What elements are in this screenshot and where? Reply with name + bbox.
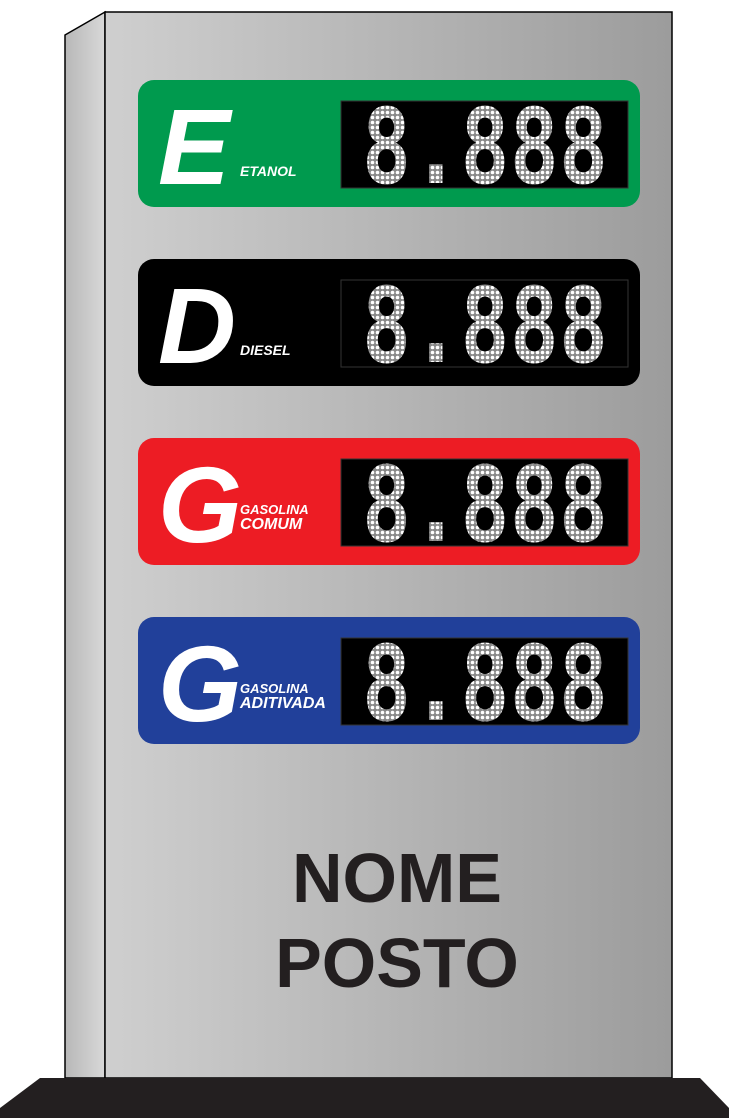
side-panel bbox=[65, 12, 105, 1078]
fuel-label: GASOLINA bbox=[240, 681, 309, 696]
fuel-letter: D bbox=[158, 265, 236, 386]
station-name: POSTO bbox=[275, 924, 519, 1002]
sign-illustration: EETANOL8.888DDIESEL8.888GGASOLINACOMUM8.… bbox=[0, 0, 729, 1118]
fuel-letter: G bbox=[158, 444, 242, 565]
price: 8.888 bbox=[362, 444, 608, 566]
fuel-letter: E bbox=[158, 86, 233, 207]
fuel-label: DIESEL bbox=[240, 342, 291, 358]
fuel-letter: G bbox=[158, 623, 242, 744]
price: 8.888 bbox=[362, 265, 608, 387]
fuel-label: GASOLINA bbox=[240, 502, 309, 517]
fuel-label: ETANOL bbox=[240, 163, 297, 179]
base bbox=[0, 1078, 729, 1118]
station-name: NOME bbox=[292, 839, 502, 917]
price: 8.888 bbox=[362, 623, 608, 745]
fuel-label: ADITIVADA bbox=[239, 695, 326, 712]
price: 8.888 bbox=[362, 86, 608, 208]
fuel-label: COMUM bbox=[240, 516, 303, 533]
